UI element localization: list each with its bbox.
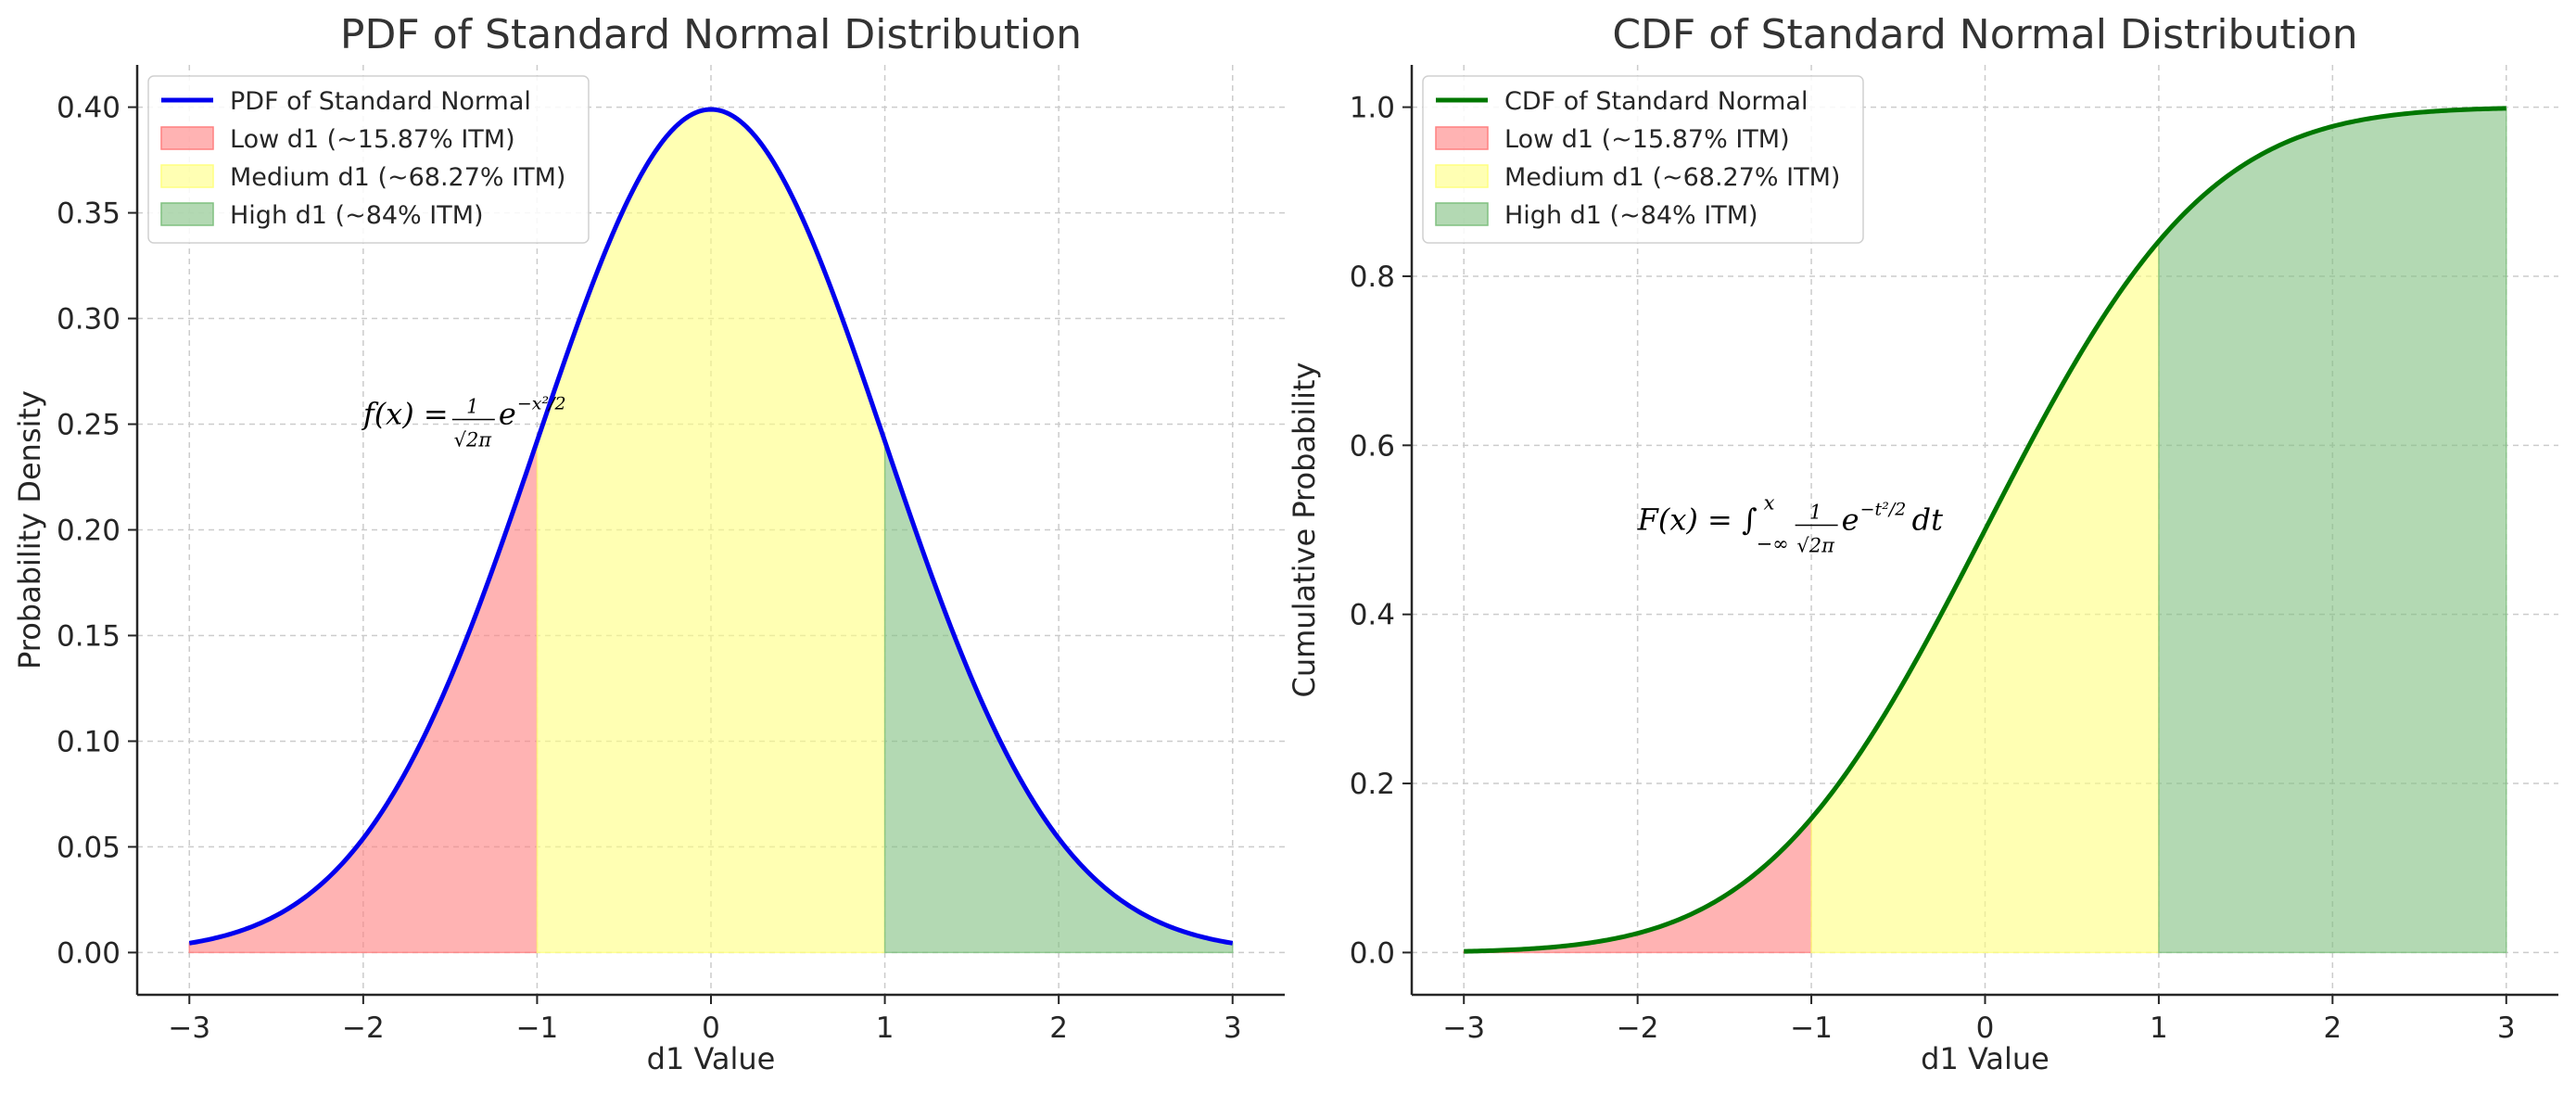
y-tick-label: 0.00 [57, 936, 121, 970]
y-tick-label: 1.0 [1350, 92, 1395, 125]
legend-label: High d1 (~84% ITM) [1504, 201, 1758, 230]
legend-label: Low d1 (~15.87% ITM) [1504, 125, 1790, 154]
x-tick-label: −3 [168, 1011, 210, 1045]
formula-lower-limit: −∞ [1757, 533, 1789, 555]
y-tick-label: 0.10 [57, 725, 121, 758]
y-tick-label: 0.15 [57, 619, 121, 653]
region-2 [1810, 239, 2160, 954]
formula-exponent: −t²/2 [1860, 500, 1907, 520]
legend-frame [147, 75, 590, 244]
y-tick-label: 0.0 [1350, 936, 1395, 970]
y-tick-label: 0.30 [57, 303, 121, 337]
x-tick-label: −3 [1442, 1011, 1485, 1045]
x-tick-label: 0 [702, 1011, 720, 1045]
formula-tail: dt [1912, 502, 1943, 538]
legend-frame [1422, 75, 1864, 244]
x-tick-label: 3 [2497, 1011, 2516, 1045]
formula-base: e [499, 397, 516, 432]
legend: CDF of Standard Normal Low d1 (~15.87% IT… [1422, 75, 1864, 244]
legend-area-swatch [160, 164, 214, 188]
legend-label: Medium d1 (~68.27% ITM) [1504, 163, 1840, 192]
x-tick-label: −1 [1790, 1011, 1833, 1045]
legend-area-swatch [160, 202, 214, 226]
y-tick-label: 0.2 [1350, 768, 1395, 801]
series-line [188, 107, 1234, 946]
series-line [1464, 106, 2506, 954]
formula-lhs: F(x) = ∫ [1637, 502, 1758, 538]
x-tick-label: 2 [1049, 1011, 1068, 1045]
formula-base: e [1842, 502, 1859, 538]
formula-upper-limit: x [1764, 492, 1775, 515]
legend-area-swatch [1435, 164, 1489, 188]
y-axis-label: Cumulative Probability [1287, 363, 1322, 698]
legend-area-swatch [1435, 126, 1489, 150]
y-tick-label: 0.35 [57, 197, 121, 231]
formula-numerator: 1 [466, 396, 478, 418]
y-tick-label: 0.25 [57, 409, 121, 442]
x-axis-label: d1 Value [647, 1041, 776, 1076]
chart-panel-2: −3 −2 −1 0 1 2 3 0.0 0.2 0.4 0.6 0.8 1.0 CDF of Stand… [1287, 11, 2558, 1076]
chart-title: PDF of Standard Normal Distribution [340, 11, 1082, 58]
legend: PDF of Standard Normal Low d1 (~15.87% IT… [147, 75, 590, 244]
y-tick-label: 0.8 [1350, 261, 1395, 294]
y-tick-label: 0.4 [1350, 599, 1395, 632]
region-3 [2158, 108, 2507, 954]
x-tick-label: 3 [1224, 1011, 1242, 1045]
y-axis-label: Probability Density [12, 390, 47, 669]
formula-denominator: √2π [454, 429, 493, 452]
x-axis-label: d1 Value [1921, 1041, 2049, 1076]
y-tick-label: 0.6 [1350, 429, 1395, 463]
legend-label: PDF of Standard Normal [230, 87, 531, 116]
x-tick-label: 2 [2323, 1011, 2341, 1045]
formula-exponent: −x²/2 [517, 394, 566, 414]
legend-label: High d1 (~84% ITM) [230, 201, 484, 230]
y-tick-label: 0.20 [57, 515, 121, 548]
legend-label: Low d1 (~15.87% ITM) [230, 125, 515, 154]
chart-title: CDF of Standard Normal Distribution [1612, 11, 2357, 58]
x-tick-label: 0 [1976, 1011, 1995, 1045]
legend-area-swatch [1435, 202, 1489, 226]
chart-panel-1: −3 −2 −1 0 1 2 3 0.00 0.05 0.10 0.15 0.20 0.25 0.30 0.… [12, 11, 1285, 1076]
legend-label: CDF of Standard Normal [1504, 87, 1808, 116]
formula-denominator: √2π [1796, 535, 1835, 557]
formula-annotation: F(x) = ∫ x −∞ 1 √2π e −t²/2 dt [1637, 492, 1943, 557]
formula-annotation: f(x) = 1 √2π e −x²/2 [362, 394, 566, 452]
x-tick-label: −2 [342, 1011, 385, 1045]
x-tick-label: 1 [2150, 1011, 2168, 1045]
y-tick-label: 0.40 [57, 92, 121, 125]
formula-numerator: 1 [1809, 502, 1821, 524]
legend-area-swatch [160, 126, 214, 150]
x-tick-label: −1 [516, 1011, 559, 1045]
x-tick-label: 1 [876, 1011, 895, 1045]
x-tick-label: −2 [1617, 1011, 1659, 1045]
legend-label: Medium d1 (~68.27% ITM) [230, 163, 565, 192]
y-tick-label: 0.05 [57, 831, 121, 864]
formula-lhs: f(x) = [362, 397, 449, 432]
